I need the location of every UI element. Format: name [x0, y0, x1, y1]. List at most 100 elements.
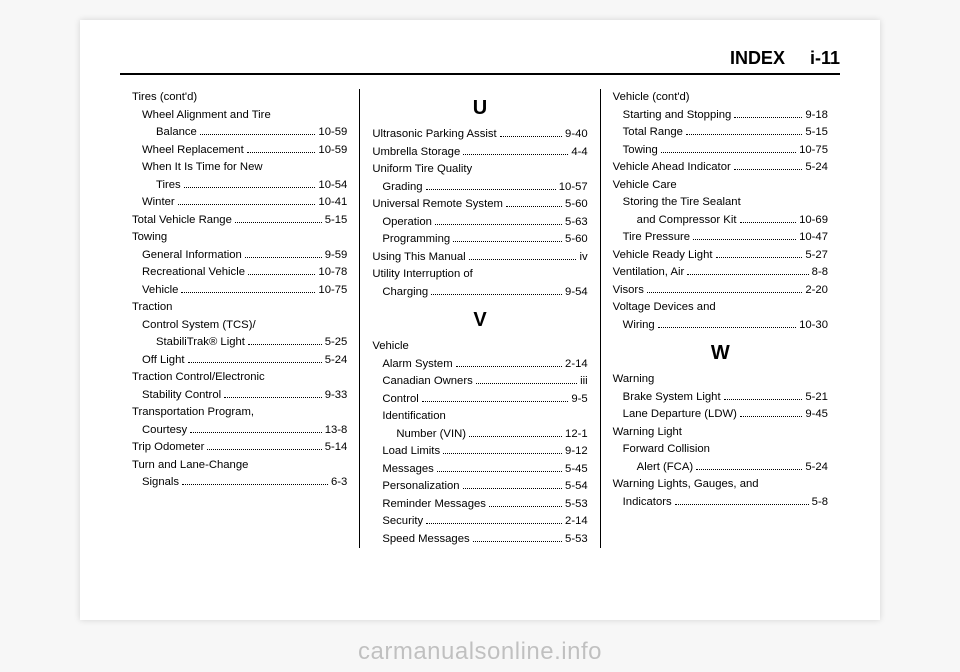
index-entry-label: Load Limits: [382, 443, 440, 461]
index-entry-page: 5-21: [805, 389, 828, 407]
index-entry: Personalization5-54: [372, 478, 587, 496]
header-page: i-11: [810, 48, 840, 68]
index-entry-label: Security: [382, 513, 423, 531]
index-entry-page: 5-63: [565, 214, 588, 232]
index-entry: Vehicle Ahead Indicator5-24: [613, 159, 828, 177]
index-heading: Voltage Devices and: [613, 299, 828, 317]
index-entry-label: Speed Messages: [382, 531, 469, 549]
leader-dots: [182, 478, 328, 485]
leader-dots: [200, 128, 316, 135]
index-entry-page: 5-24: [325, 352, 348, 370]
leader-dots: [469, 252, 577, 259]
index-entry-page: 10-59: [318, 124, 347, 142]
leader-dots: [687, 268, 808, 275]
index-entry-label: Stability Control: [142, 387, 221, 405]
index-entry: Control9-5: [372, 391, 587, 409]
index-entry: Trip Odometer5-14: [132, 439, 347, 457]
index-entry-label: Visors: [613, 282, 644, 300]
index-entry-label: Courtesy: [142, 422, 187, 440]
index-entry-label: and Compressor Kit: [637, 212, 737, 230]
page-header: INDEX i-11: [120, 48, 840, 75]
leader-dots: [248, 268, 315, 275]
index-entry: Signals6-3: [132, 474, 347, 492]
index-entry: Grading10-57: [372, 179, 587, 197]
leader-dots: [696, 462, 802, 469]
index-entry-label: Wiring: [623, 317, 655, 335]
index-entry-page: 10-59: [318, 142, 347, 160]
index-entry-label: Total Range: [623, 124, 683, 142]
index-heading: Warning Lights, Gauges, and: [613, 476, 828, 494]
index-heading: Warning Light: [613, 424, 828, 442]
index-entry: Speed Messages5-53: [372, 531, 587, 549]
index-heading: Uniform Tire Quality: [372, 161, 587, 179]
index-entry: Universal Remote System5-60: [372, 196, 587, 214]
index-entry-page: 9-59: [325, 247, 348, 265]
leader-dots: [178, 198, 316, 205]
index-col-2: UUltrasonic Parking Assist9-40Umbrella S…: [359, 89, 599, 548]
index-entry-page: 5-15: [325, 212, 348, 230]
index-entry-page: 5-24: [805, 159, 828, 177]
index-heading: Towing: [132, 229, 347, 247]
index-entry-page: 8-8: [812, 264, 828, 282]
index-entry: Tires10-54: [132, 177, 347, 195]
index-entry: Using This Manualiv: [372, 249, 587, 267]
index-entry-label: Wheel Replacement: [142, 142, 244, 160]
index-entry: Total Range5-15: [613, 124, 828, 142]
watermark: carmanualsonline.info: [0, 638, 960, 666]
index-entry-page: 5-60: [565, 196, 588, 214]
index-heading: Vehicle Care: [613, 177, 828, 195]
leader-dots: [734, 110, 802, 117]
index-entry: Programming 5-60: [372, 231, 587, 249]
index-entry-page: 9-18: [805, 107, 828, 125]
leader-dots: [476, 377, 577, 384]
index-entry: Ventilation, Air8-8: [613, 264, 828, 282]
index-entry-label: Charging: [382, 284, 428, 302]
index-entry-label: StabiliTrak® Light: [156, 334, 245, 352]
index-entry-label: Winter: [142, 194, 175, 212]
index-entry: Visors2-20: [613, 282, 828, 300]
index-entry-label: Using This Manual: [372, 249, 465, 267]
index-entry-page: 10-41: [318, 194, 347, 212]
index-heading: Vehicle: [372, 338, 587, 356]
index-entry-label: Recreational Vehicle: [142, 264, 245, 282]
leader-dots: [181, 285, 315, 292]
index-entry: Canadian Ownersiii: [372, 373, 587, 391]
index-entry-label: Tire Pressure: [623, 229, 690, 247]
leader-dots: [716, 250, 803, 257]
leader-dots: [675, 497, 809, 504]
index-heading: Warning: [613, 371, 828, 389]
index-entry-page: 13-8: [325, 422, 348, 440]
index-entry-page: 9-5: [571, 391, 587, 409]
index-entry-label: Programming: [382, 231, 450, 249]
index-entry: Alert (FCA)5-24: [613, 459, 828, 477]
index-heading: Wheel Alignment and Tire: [132, 107, 347, 125]
index-entry-label: Umbrella Storage: [372, 144, 460, 162]
index-entry-page: 5-60: [565, 231, 588, 249]
index-entry: Stability Control9-33: [132, 387, 347, 405]
index-entry: Security 2-14: [372, 513, 587, 531]
section-letter: V: [372, 305, 587, 336]
leader-dots: [724, 392, 803, 399]
leader-dots: [188, 355, 322, 362]
index-heading: Utility Interruption of: [372, 266, 587, 284]
index-entry-page: 5-54: [565, 478, 588, 496]
index-entry-label: Operation: [382, 214, 432, 232]
index-entry: Total Vehicle Range5-15: [132, 212, 347, 230]
index-entry-page: 5-27: [805, 247, 828, 265]
leader-dots: [506, 200, 562, 207]
index-entry-page: 2-14: [565, 513, 588, 531]
leader-dots: [686, 128, 802, 135]
index-entry: General Information9-59: [132, 247, 347, 265]
index-entry-page: 2-14: [565, 356, 588, 374]
index-entry-page: 5-25: [325, 334, 348, 352]
index-entry: Vehicle Ready Light5-27: [613, 247, 828, 265]
index-entry-label: Reminder Messages: [382, 496, 486, 514]
index-entry: Umbrella Storage4-4: [372, 144, 587, 162]
index-entry-page: 10-78: [318, 264, 347, 282]
index-entry: Off Light5-24: [132, 352, 347, 370]
index-entry-page: 5-45: [565, 461, 588, 479]
leader-dots: [247, 145, 316, 152]
leader-dots: [248, 338, 322, 345]
section-letter: U: [372, 93, 587, 124]
leader-dots: [426, 517, 562, 524]
